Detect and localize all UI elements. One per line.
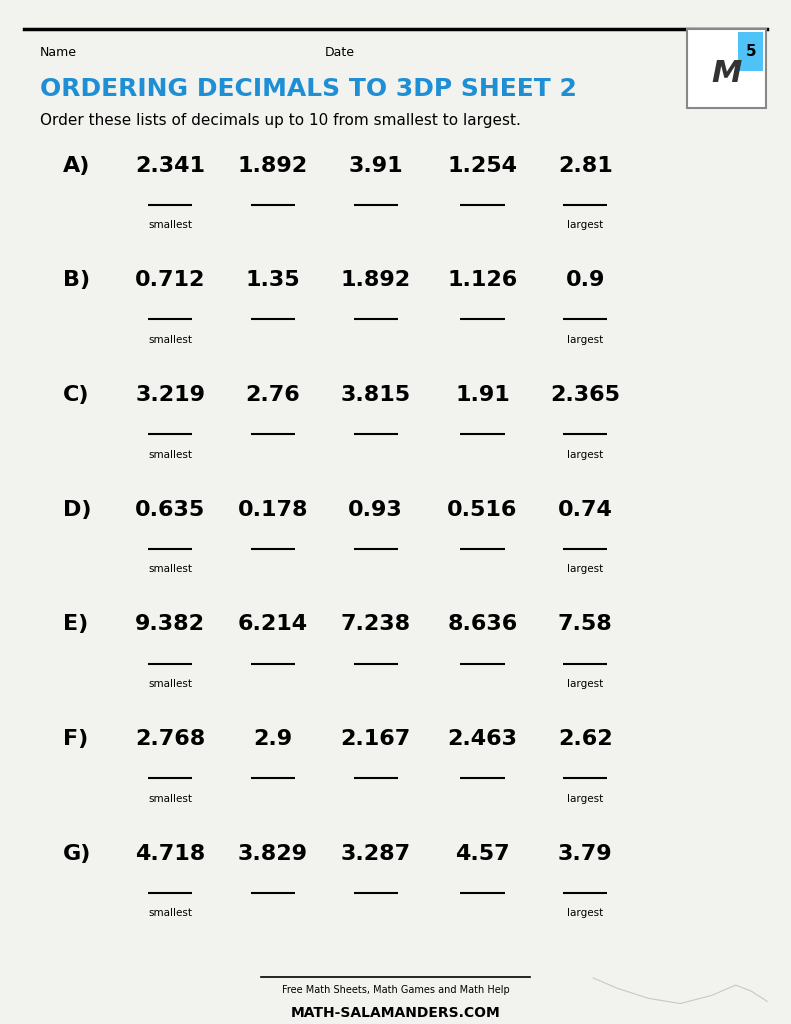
Text: 1.254: 1.254 <box>448 156 517 176</box>
Text: 2.463: 2.463 <box>448 729 517 750</box>
Text: 0.635: 0.635 <box>135 500 205 520</box>
Text: largest: largest <box>567 564 604 574</box>
Text: largest: largest <box>567 908 604 919</box>
Text: 2.167: 2.167 <box>341 729 411 750</box>
Text: 2.768: 2.768 <box>135 729 205 750</box>
Text: 1.126: 1.126 <box>448 270 517 291</box>
Text: largest: largest <box>567 794 604 804</box>
Text: 3.829: 3.829 <box>238 844 308 864</box>
Text: 3.287: 3.287 <box>341 844 411 864</box>
Text: G): G) <box>63 844 92 864</box>
Text: 2.81: 2.81 <box>558 156 613 176</box>
Text: 3.79: 3.79 <box>558 844 613 864</box>
Text: 7.238: 7.238 <box>341 614 411 635</box>
Text: 7.58: 7.58 <box>558 614 613 635</box>
Text: 3.815: 3.815 <box>341 385 411 406</box>
Text: smallest: smallest <box>148 335 192 345</box>
Text: 2.365: 2.365 <box>551 385 620 406</box>
Text: M: M <box>711 58 741 88</box>
Text: 0.9: 0.9 <box>566 270 605 291</box>
Text: Free Math Sheets, Math Games and Math Help: Free Math Sheets, Math Games and Math He… <box>282 985 509 995</box>
Text: largest: largest <box>567 220 604 230</box>
Text: ORDERING DECIMALS TO 3DP SHEET 2: ORDERING DECIMALS TO 3DP SHEET 2 <box>40 77 577 100</box>
Text: C): C) <box>63 385 90 406</box>
Text: 1.91: 1.91 <box>455 385 510 406</box>
Text: E): E) <box>63 614 89 635</box>
Text: 2.62: 2.62 <box>558 729 613 750</box>
Text: largest: largest <box>567 679 604 689</box>
Text: 2.9: 2.9 <box>253 729 293 750</box>
Text: 0.93: 0.93 <box>348 500 403 520</box>
Text: smallest: smallest <box>148 679 192 689</box>
Text: 0.712: 0.712 <box>135 270 205 291</box>
Text: F): F) <box>63 729 89 750</box>
Text: MATH-SALAMANDERS.COM: MATH-SALAMANDERS.COM <box>290 1006 501 1020</box>
Text: Name: Name <box>40 46 77 59</box>
Text: 0.516: 0.516 <box>448 500 517 520</box>
Text: smallest: smallest <box>148 220 192 230</box>
Text: B): B) <box>63 270 90 291</box>
Text: 8.636: 8.636 <box>448 614 517 635</box>
Text: D): D) <box>63 500 92 520</box>
Text: 3.91: 3.91 <box>348 156 403 176</box>
Text: 1.892: 1.892 <box>238 156 308 176</box>
Text: 9.382: 9.382 <box>135 614 205 635</box>
Text: 6.214: 6.214 <box>238 614 308 635</box>
Text: 3.219: 3.219 <box>135 385 205 406</box>
Text: 2.76: 2.76 <box>245 385 301 406</box>
Text: 1.35: 1.35 <box>245 270 301 291</box>
Text: A): A) <box>63 156 91 176</box>
Text: smallest: smallest <box>148 564 192 574</box>
Text: 1.892: 1.892 <box>341 270 411 291</box>
Bar <box>738 32 763 71</box>
Text: smallest: smallest <box>148 908 192 919</box>
Text: 0.178: 0.178 <box>237 500 308 520</box>
Text: Date: Date <box>324 46 354 59</box>
Bar <box>687 29 766 108</box>
Text: 4.718: 4.718 <box>135 844 205 864</box>
Text: 0.74: 0.74 <box>558 500 613 520</box>
Text: smallest: smallest <box>148 794 192 804</box>
Text: 2.341: 2.341 <box>135 156 205 176</box>
Text: smallest: smallest <box>148 450 192 460</box>
Text: 5: 5 <box>745 44 756 58</box>
Text: largest: largest <box>567 335 604 345</box>
Text: 4.57: 4.57 <box>455 844 510 864</box>
Text: largest: largest <box>567 450 604 460</box>
Text: Order these lists of decimals up to 10 from smallest to largest.: Order these lists of decimals up to 10 f… <box>40 113 520 128</box>
